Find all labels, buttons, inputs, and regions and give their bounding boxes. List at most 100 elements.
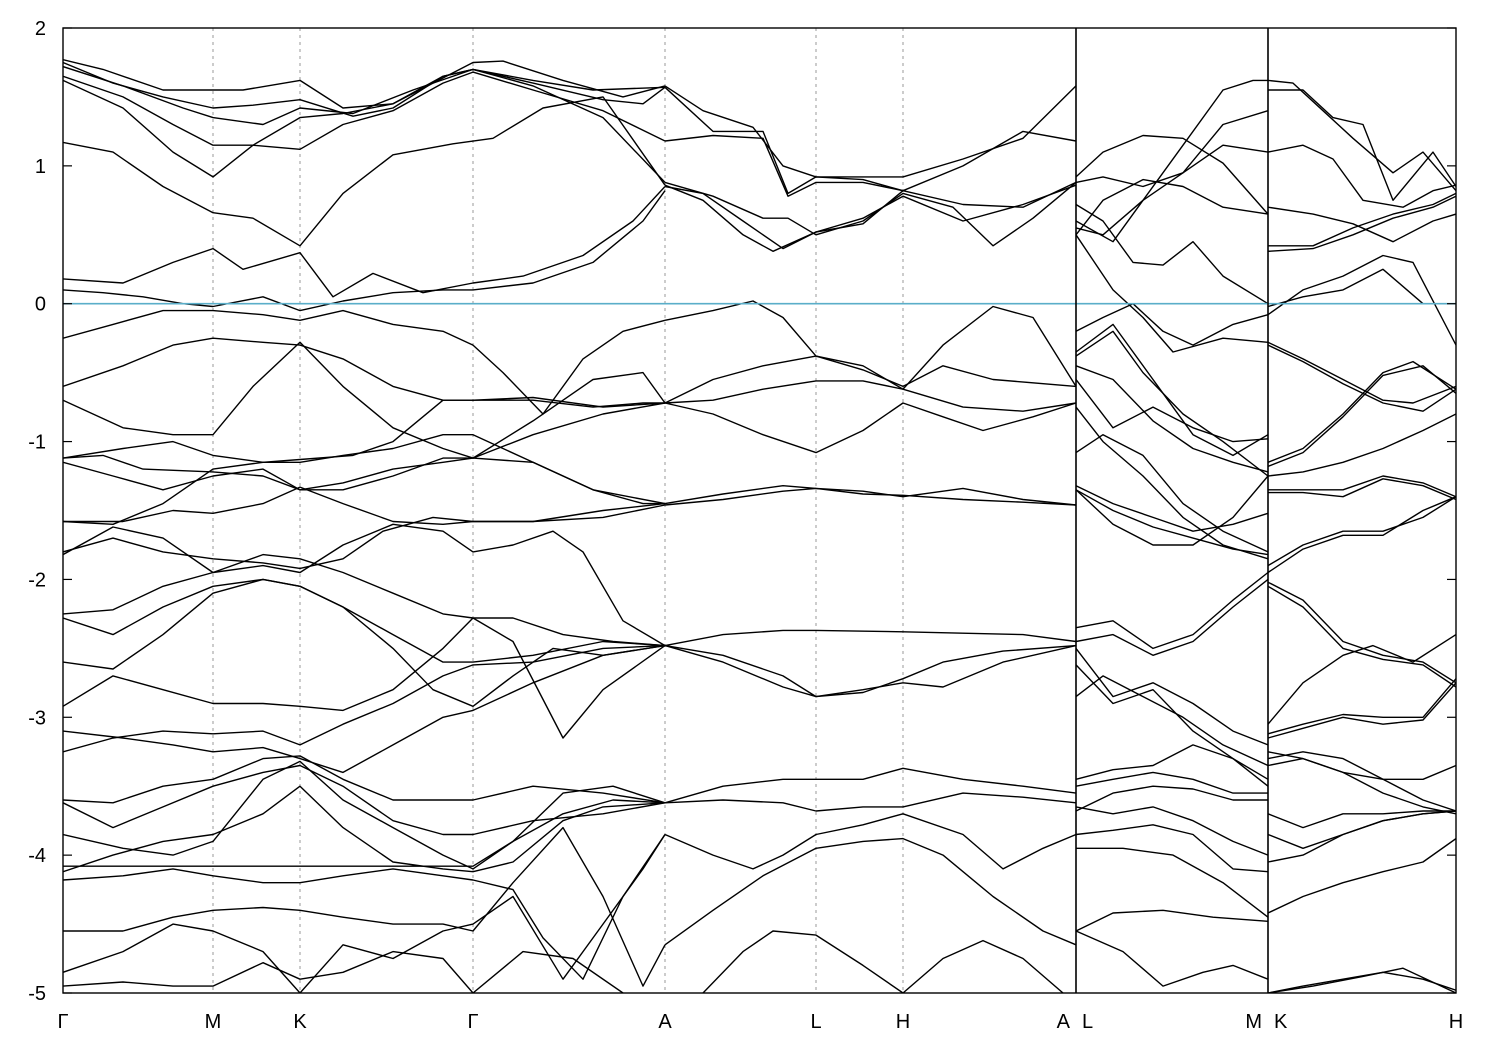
plot-frame xyxy=(62,27,1457,994)
band-line xyxy=(63,96,666,247)
band-line xyxy=(664,767,1077,804)
y-axis-ticks xyxy=(63,27,1456,994)
band-line xyxy=(702,930,1064,993)
band-line xyxy=(1075,379,1269,443)
band-line xyxy=(1075,930,1269,987)
band-line xyxy=(63,578,666,707)
band-line xyxy=(1267,365,1456,468)
band-line xyxy=(1267,254,1456,346)
band-line xyxy=(1267,360,1456,463)
band-line xyxy=(1075,824,1269,873)
band-line xyxy=(1075,806,1269,856)
band-line xyxy=(1075,571,1269,650)
band-line xyxy=(1075,330,1269,477)
x-kpoint-label: H xyxy=(896,1011,910,1033)
band-line xyxy=(664,181,1077,247)
band-line xyxy=(1075,134,1269,215)
x-kpoint-label: Γ xyxy=(57,1011,68,1033)
band-line xyxy=(1267,751,1456,780)
band-line xyxy=(1075,110,1269,236)
band-line xyxy=(1075,144,1269,188)
band-line xyxy=(664,402,1077,454)
band-line xyxy=(63,644,666,753)
x-kpoint-label: H xyxy=(1449,1011,1463,1033)
band-line xyxy=(1075,365,1269,473)
y-tick-label: -5 xyxy=(28,983,46,1005)
band-line xyxy=(1267,682,1456,739)
y-tick-label: 0 xyxy=(35,294,46,316)
band-line xyxy=(664,792,1077,812)
band-line xyxy=(1075,323,1269,457)
band-line xyxy=(1267,585,1456,688)
band-line xyxy=(63,68,666,183)
band-line xyxy=(63,61,666,117)
band-line xyxy=(63,644,666,774)
x-kpoint-label: Γ xyxy=(467,1011,478,1033)
band-line xyxy=(63,764,666,836)
x-kpoint-label: L xyxy=(810,1011,821,1033)
x-kpoint-label: A xyxy=(658,1011,672,1033)
band-line xyxy=(1268,475,1456,498)
band-line xyxy=(664,644,1077,698)
band-line xyxy=(63,760,666,870)
band-line xyxy=(1267,971,1456,993)
x-kpoint-label: A xyxy=(1057,1011,1071,1033)
band-line xyxy=(1267,810,1456,863)
band-line xyxy=(63,826,666,987)
band-line xyxy=(63,785,666,873)
band-line xyxy=(664,629,1077,647)
band-line xyxy=(63,504,666,570)
x-kpoint-label: K xyxy=(1274,1011,1288,1033)
band-line xyxy=(63,396,666,525)
band-line xyxy=(1267,195,1456,252)
band-line xyxy=(1267,496,1456,574)
band-line xyxy=(1268,192,1456,247)
band-line xyxy=(1075,785,1268,812)
band-line xyxy=(63,553,666,647)
y-tick-label: 2 xyxy=(35,18,46,40)
band-line xyxy=(664,813,1077,870)
band-line xyxy=(1267,838,1456,914)
band-line xyxy=(63,309,666,415)
band-line xyxy=(664,355,1077,404)
band-line xyxy=(1075,647,1269,746)
band-line xyxy=(63,834,666,980)
y-tick-label: -2 xyxy=(28,569,46,591)
band-line xyxy=(1267,206,1456,243)
band-line xyxy=(63,402,666,491)
band-line xyxy=(664,86,1077,195)
band-line xyxy=(63,523,666,647)
band-line xyxy=(63,341,666,459)
band-line xyxy=(1075,475,1269,546)
band-line xyxy=(1267,413,1456,477)
y-tick-label: -3 xyxy=(28,707,46,729)
band-line xyxy=(1075,79,1268,243)
band-line xyxy=(664,485,1077,506)
x-kpoint-label: M xyxy=(1245,1011,1262,1033)
band-line xyxy=(1267,678,1456,735)
band-line xyxy=(1075,485,1269,532)
path-break-lines xyxy=(1075,28,1269,993)
band-line xyxy=(1267,810,1456,849)
band-line xyxy=(63,950,624,993)
band-line xyxy=(1075,664,1269,780)
band-line xyxy=(1267,751,1456,812)
band-line xyxy=(1075,406,1269,560)
band-lines xyxy=(63,59,1456,993)
band-line xyxy=(1267,341,1456,404)
band-line xyxy=(664,837,1077,946)
band-line xyxy=(63,337,665,408)
y-tick-label: -4 xyxy=(28,845,46,867)
band-line xyxy=(1075,909,1269,932)
band-line xyxy=(1267,634,1456,725)
band-line xyxy=(1267,496,1456,567)
band-line xyxy=(1075,744,1269,787)
band-line xyxy=(1075,178,1269,236)
band-line xyxy=(1075,489,1269,556)
band-line xyxy=(1267,757,1456,815)
band-line xyxy=(1267,144,1456,208)
band-line xyxy=(63,71,666,150)
kpoint-gridlines xyxy=(212,28,904,993)
